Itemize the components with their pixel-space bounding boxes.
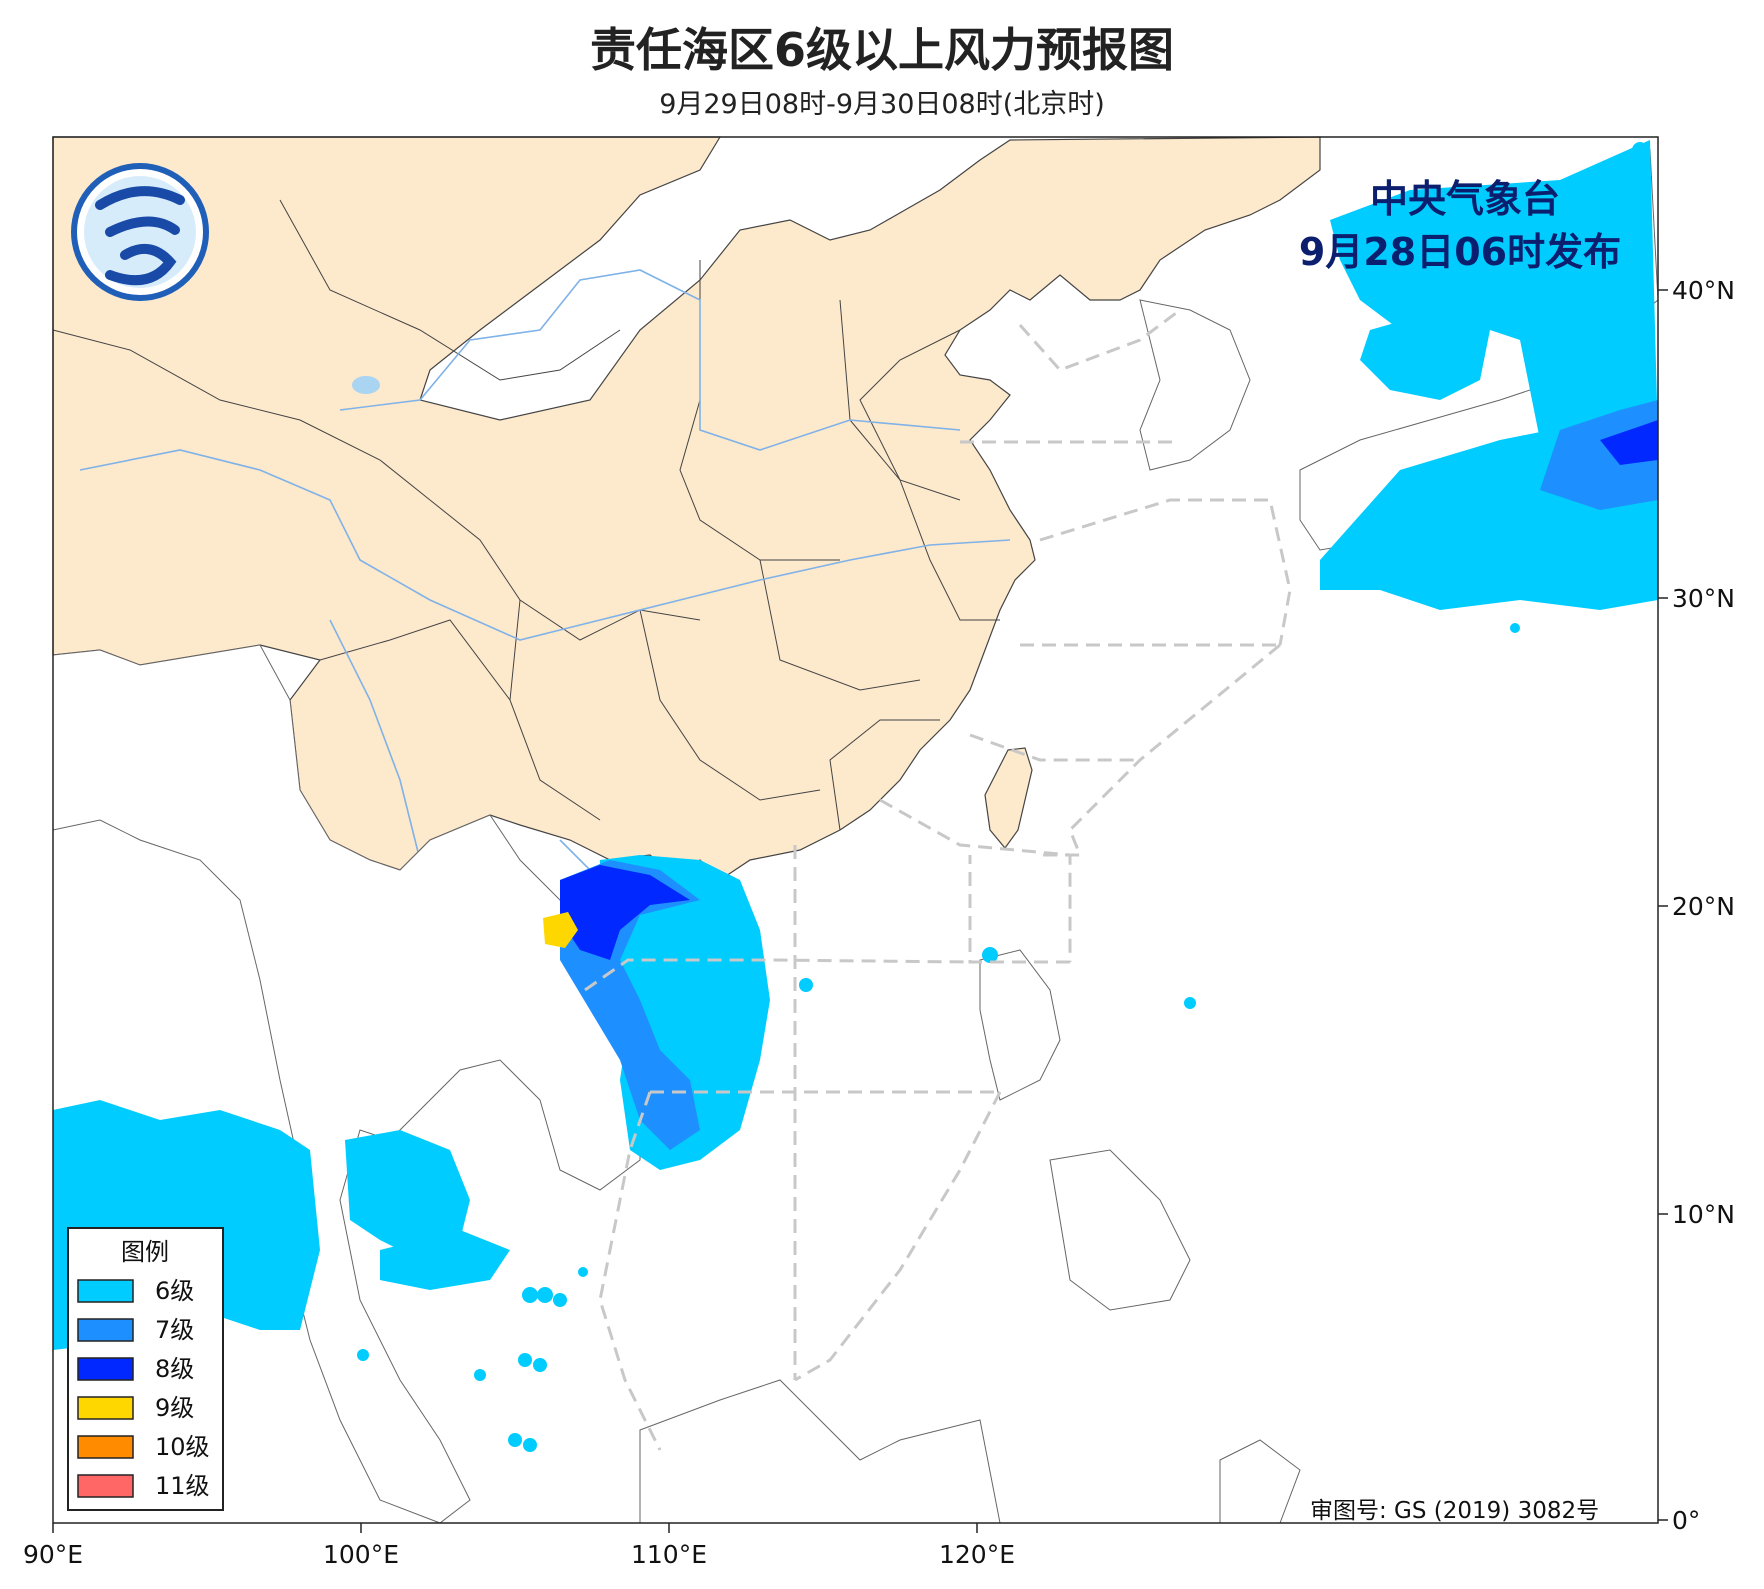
wind-area-level8	[560, 420, 1658, 960]
lon-ticks	[52, 1523, 978, 1533]
lon-tick-label: 110°E	[631, 1540, 707, 1569]
legend: 图例 6级 7级 8级 9级 10级 11级	[67, 1227, 224, 1511]
lon-tick-label: 100°E	[323, 1540, 399, 1569]
issue-time: 9月28日06时发布	[1299, 230, 1621, 274]
wind-area-level9	[543, 912, 578, 948]
legend-label-11: 11级	[155, 1472, 210, 1500]
lat-tick-label: 0°	[1672, 1506, 1700, 1535]
legend-label-9: 9级	[155, 1394, 194, 1422]
map-frame	[52, 136, 1659, 1524]
map-subtitle: 9月29日08时-9月30日08时(北京时)	[659, 89, 1105, 120]
legend-title: 图例	[121, 1238, 169, 1266]
legend-swatch-11	[77, 1474, 134, 1498]
map-title: 责任海区6级以上风力预报图	[589, 23, 1174, 77]
legend-swatch-8	[77, 1357, 134, 1381]
taiwan-island	[984, 747, 1033, 849]
issuer-name: 中央气象台	[1370, 177, 1560, 221]
lon-tick-label: 90°E	[23, 1540, 83, 1569]
legend-swatch-7	[77, 1318, 134, 1342]
approval-number: 审图号: GS (2019) 3082号	[1310, 1498, 1599, 1524]
legend-swatch-6	[77, 1279, 134, 1303]
legend-swatch-9	[77, 1396, 134, 1420]
legend-swatch-10	[77, 1435, 134, 1459]
lat-tick-label: 40°N	[1672, 276, 1735, 305]
lon-tick-label: 120°E	[939, 1540, 1015, 1569]
cma-logo-icon	[71, 163, 209, 301]
qinghai-lake	[352, 376, 380, 394]
lat-ticks	[1658, 289, 1668, 1521]
lat-tick-label: 10°N	[1672, 1200, 1735, 1229]
sea-zone-boundaries	[584, 308, 1292, 1451]
lat-tick-label: 20°N	[1672, 892, 1735, 921]
lat-tick-label: 30°N	[1672, 584, 1735, 613]
legend-label-7: 7级	[155, 1316, 194, 1344]
province-boundaries	[52, 199, 1000, 831]
legend-label-10: 10级	[155, 1433, 210, 1461]
legend-label-6: 6级	[155, 1277, 194, 1305]
legend-label-8: 8级	[155, 1355, 194, 1383]
